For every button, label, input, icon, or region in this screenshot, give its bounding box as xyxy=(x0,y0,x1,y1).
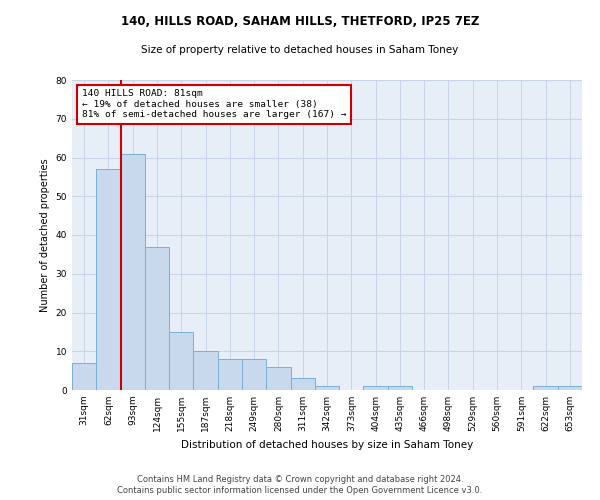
Text: 140 HILLS ROAD: 81sqm
← 19% of detached houses are smaller (38)
81% of semi-deta: 140 HILLS ROAD: 81sqm ← 19% of detached … xyxy=(82,90,347,119)
Bar xyxy=(266,367,290,390)
Bar xyxy=(218,359,242,390)
X-axis label: Distribution of detached houses by size in Saham Toney: Distribution of detached houses by size … xyxy=(181,440,473,450)
Text: Contains HM Land Registry data © Crown copyright and database right 2024.: Contains HM Land Registry data © Crown c… xyxy=(137,475,463,484)
Y-axis label: Number of detached properties: Number of detached properties xyxy=(40,158,50,312)
Bar xyxy=(558,386,582,390)
Bar xyxy=(315,386,339,390)
Bar xyxy=(121,154,145,390)
Bar xyxy=(533,386,558,390)
Bar xyxy=(364,386,388,390)
Bar xyxy=(388,386,412,390)
Bar xyxy=(96,169,121,390)
Text: 140, HILLS ROAD, SAHAM HILLS, THETFORD, IP25 7EZ: 140, HILLS ROAD, SAHAM HILLS, THETFORD, … xyxy=(121,15,479,28)
Bar xyxy=(193,351,218,390)
Bar xyxy=(242,359,266,390)
Text: Contains public sector information licensed under the Open Government Licence v3: Contains public sector information licen… xyxy=(118,486,482,495)
Bar xyxy=(169,332,193,390)
Text: Size of property relative to detached houses in Saham Toney: Size of property relative to detached ho… xyxy=(142,45,458,55)
Bar xyxy=(290,378,315,390)
Bar xyxy=(145,246,169,390)
Bar xyxy=(72,363,96,390)
